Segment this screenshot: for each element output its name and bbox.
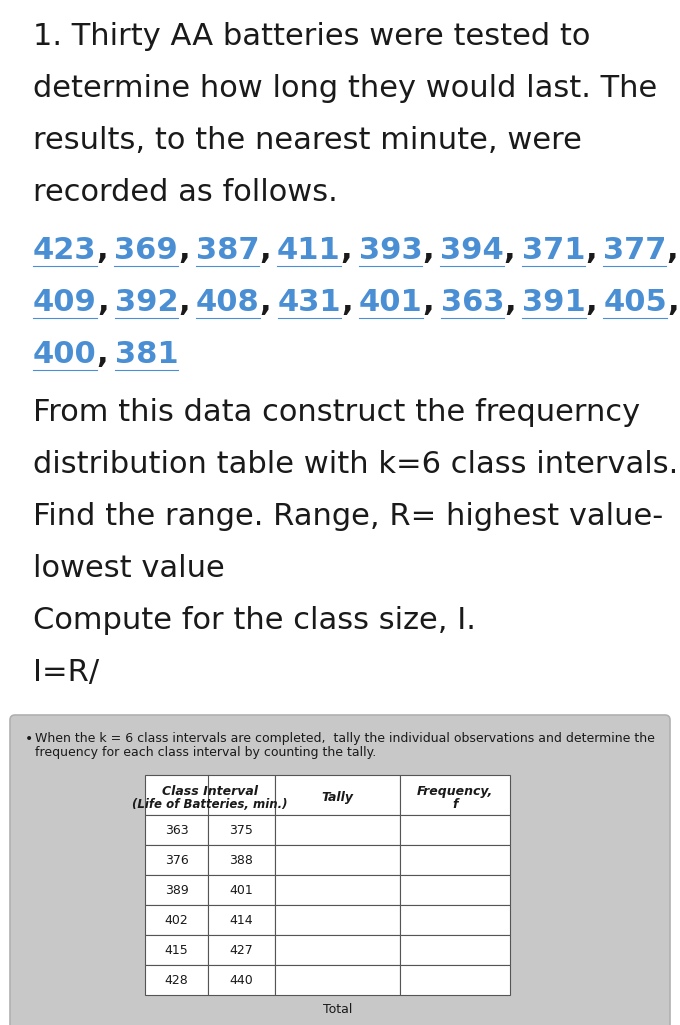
Text: Tally: Tally xyxy=(322,791,354,804)
Bar xyxy=(145,965,208,995)
Bar xyxy=(145,815,208,845)
Text: 405: 405 xyxy=(603,288,667,317)
Text: 402: 402 xyxy=(165,913,188,927)
Text: ,: , xyxy=(585,288,597,317)
Text: 411: 411 xyxy=(277,236,341,265)
Text: ,: , xyxy=(667,288,679,317)
Text: 371: 371 xyxy=(522,236,585,265)
Text: results, to the nearest minute, were: results, to the nearest minute, were xyxy=(33,126,582,155)
Bar xyxy=(400,815,510,845)
Text: 388: 388 xyxy=(230,854,254,866)
Bar xyxy=(208,965,275,995)
Text: Find the range. Range, R= highest value-: Find the range. Range, R= highest value- xyxy=(33,502,663,531)
Bar xyxy=(208,845,275,875)
Text: ,: , xyxy=(97,236,108,265)
Bar xyxy=(400,965,510,995)
Text: 394: 394 xyxy=(440,236,504,265)
Text: recorded as follows.: recorded as follows. xyxy=(33,178,338,207)
Text: 400: 400 xyxy=(33,340,97,369)
Text: ,: , xyxy=(341,236,352,265)
Text: 376: 376 xyxy=(165,854,188,866)
Bar xyxy=(400,775,510,815)
Bar xyxy=(208,875,275,905)
Bar xyxy=(275,965,400,995)
Bar xyxy=(145,905,208,935)
Bar xyxy=(400,935,510,965)
Text: 363: 363 xyxy=(165,823,188,836)
Text: 392: 392 xyxy=(115,288,178,317)
Bar xyxy=(275,935,400,965)
Bar xyxy=(400,845,510,875)
Bar xyxy=(275,905,400,935)
Text: 369: 369 xyxy=(114,236,178,265)
Bar xyxy=(208,815,275,845)
Text: ,: , xyxy=(422,236,434,265)
Bar xyxy=(275,875,400,905)
Text: ,: , xyxy=(260,288,271,317)
Text: 415: 415 xyxy=(165,943,188,956)
Text: From this data construct the frequerncy: From this data construct the frequerncy xyxy=(33,398,640,427)
Text: ,: , xyxy=(259,236,271,265)
Text: 375: 375 xyxy=(230,823,254,836)
Bar xyxy=(208,935,275,965)
Bar xyxy=(208,905,275,935)
Bar xyxy=(145,845,208,875)
Bar xyxy=(145,775,275,815)
Text: 423: 423 xyxy=(33,236,97,265)
Text: ,: , xyxy=(97,288,109,317)
Text: 389: 389 xyxy=(165,884,188,897)
Text: ,: , xyxy=(178,236,190,265)
Text: I=R/: I=R/ xyxy=(33,658,99,687)
Bar xyxy=(400,905,510,935)
Text: 440: 440 xyxy=(230,974,254,986)
Text: 363: 363 xyxy=(441,288,504,317)
Text: Total: Total xyxy=(323,1003,352,1016)
Text: 377: 377 xyxy=(603,236,666,265)
Bar xyxy=(145,875,208,905)
Text: 414: 414 xyxy=(230,913,254,927)
Text: (Life of Batteries, min.): (Life of Batteries, min.) xyxy=(132,798,288,811)
Text: ,: , xyxy=(423,288,435,317)
FancyBboxPatch shape xyxy=(10,715,670,1025)
Text: distribution table with k=6 class intervals. •: distribution table with k=6 class interv… xyxy=(33,450,680,479)
Bar xyxy=(400,875,510,905)
Text: 391: 391 xyxy=(522,288,585,317)
Bar xyxy=(275,775,400,815)
Text: ,: , xyxy=(504,236,515,265)
Text: 401: 401 xyxy=(359,288,423,317)
Text: 409: 409 xyxy=(33,288,97,317)
Text: ,: , xyxy=(178,288,190,317)
Text: 431: 431 xyxy=(277,288,341,317)
Text: 1. Thirty AA batteries were tested to: 1. Thirty AA batteries were tested to xyxy=(33,22,590,51)
Text: ,: , xyxy=(504,288,515,317)
Text: ,: , xyxy=(97,340,108,369)
Bar xyxy=(145,935,208,965)
Text: frequency for each class interval by counting the tally.: frequency for each class interval by cou… xyxy=(35,746,376,758)
Text: 401: 401 xyxy=(230,884,254,897)
Text: Compute for the class size, I.: Compute for the class size, I. xyxy=(33,606,476,636)
Text: lowest value: lowest value xyxy=(33,554,225,583)
Text: •: • xyxy=(25,732,33,746)
Text: ,: , xyxy=(341,288,353,317)
Text: Class Interval: Class Interval xyxy=(162,785,258,798)
Text: determine how long they would last. The: determine how long they would last. The xyxy=(33,74,658,102)
Text: 393: 393 xyxy=(358,236,422,265)
Text: 427: 427 xyxy=(230,943,254,956)
Bar xyxy=(275,815,400,845)
Text: 428: 428 xyxy=(165,974,188,986)
Text: f: f xyxy=(452,798,458,811)
Text: When the k = 6 class intervals are completed,  tally the individual observations: When the k = 6 class intervals are compl… xyxy=(35,732,655,745)
Text: Frequency,: Frequency, xyxy=(417,785,493,798)
Text: ,: , xyxy=(666,236,678,265)
Text: 408: 408 xyxy=(196,288,260,317)
Bar xyxy=(275,845,400,875)
Text: 387: 387 xyxy=(196,236,259,265)
Text: 381: 381 xyxy=(114,340,178,369)
Text: ,: , xyxy=(585,236,597,265)
